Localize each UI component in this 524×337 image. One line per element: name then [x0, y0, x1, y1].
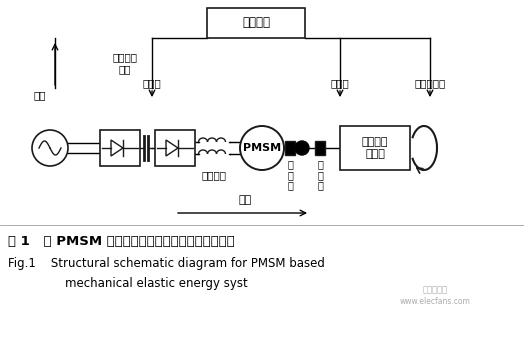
Text: mechanical elastic energy syst: mechanical elastic energy syst: [65, 277, 248, 290]
Text: PMSM: PMSM: [243, 143, 281, 153]
Text: 编码器: 编码器: [331, 78, 350, 88]
Text: 机械弹性
储能箱: 机械弹性 储能箱: [362, 137, 388, 159]
Text: 永磁同步
电机: 永磁同步 电机: [113, 52, 137, 74]
Bar: [315, 141, 325, 155]
Text: 电磁制动器: 电磁制动器: [414, 78, 445, 88]
Text: 电子发烧友: 电子发烧友: [422, 285, 447, 294]
Text: 逆变器: 逆变器: [143, 78, 161, 88]
Text: Fig.1    Structural schematic diagram for PMSM based: Fig.1 Structural schematic diagram for P…: [8, 257, 325, 270]
Text: www.elecfans.com: www.elecfans.com: [400, 297, 471, 306]
Text: 电抗滤波: 电抗滤波: [202, 170, 226, 180]
Circle shape: [295, 141, 309, 155]
Bar: [207, 8, 305, 38]
Text: 储能: 储能: [238, 195, 252, 205]
Text: 图 1   以 PMSM 为执行机构的机械弹性储能系统结构: 图 1 以 PMSM 为执行机构的机械弹性储能系统结构: [8, 235, 235, 248]
Bar: [155, 130, 195, 166]
Text: 联
轴
器: 联 轴 器: [287, 159, 293, 191]
Bar: [100, 130, 140, 166]
Text: 电网: 电网: [34, 90, 46, 100]
Bar: [340, 126, 410, 170]
Text: 联
轴
器: 联 轴 器: [317, 159, 323, 191]
Bar: [285, 141, 295, 155]
Text: 控制系统: 控制系统: [242, 17, 270, 30]
